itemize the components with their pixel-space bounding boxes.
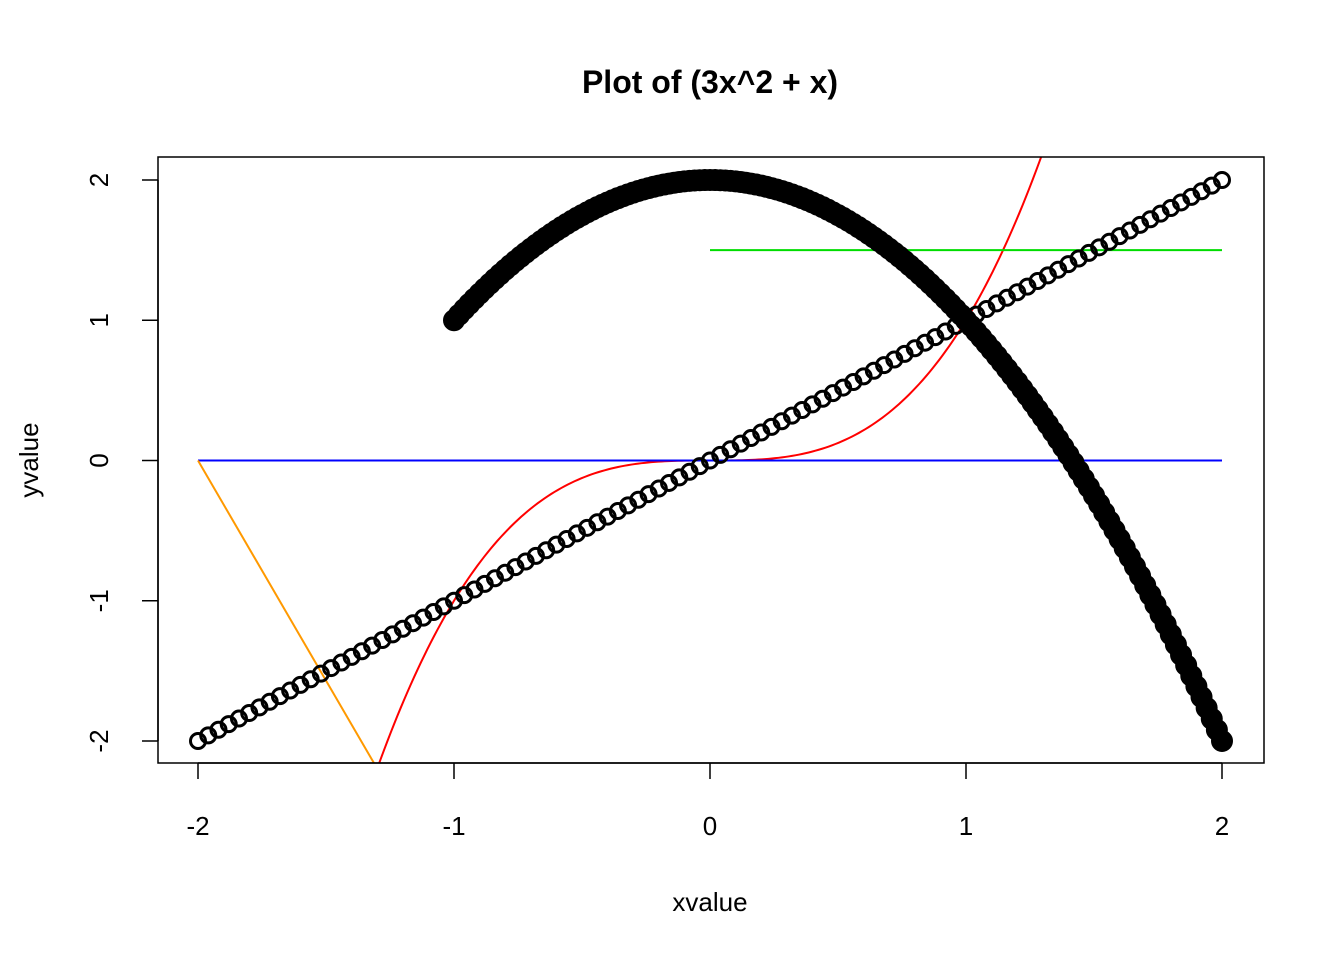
x-axis-label: xvalue — [672, 887, 747, 917]
x-axis: -2 -1 0 1 2 — [186, 762, 1229, 841]
y-tick-label: 0 — [84, 453, 114, 467]
chart-title: Plot of (3x^2 + x) — [582, 64, 838, 100]
x-tick-label: -1 — [442, 811, 465, 841]
data-point — [1213, 171, 1231, 189]
y-tick-label: -2 — [84, 729, 114, 752]
data-point — [1211, 730, 1233, 752]
y-axis: -2 -1 0 1 2 — [84, 173, 159, 753]
plot-area — [189, 157, 1233, 763]
x-tick-label: -2 — [186, 811, 209, 841]
x-tick-label: 2 — [1215, 811, 1229, 841]
y-axis-label: yvalue — [14, 422, 44, 497]
y-tick-label: -1 — [84, 589, 114, 612]
y-tick-label: 1 — [84, 313, 114, 327]
x-tick-label: 1 — [959, 811, 973, 841]
x-tick-label: 0 — [703, 811, 717, 841]
series-line-orange-segment — [197, 459, 376, 763]
series-y-2-x-2-filled-circles — [443, 169, 1233, 752]
y-tick-label: 2 — [84, 173, 114, 187]
